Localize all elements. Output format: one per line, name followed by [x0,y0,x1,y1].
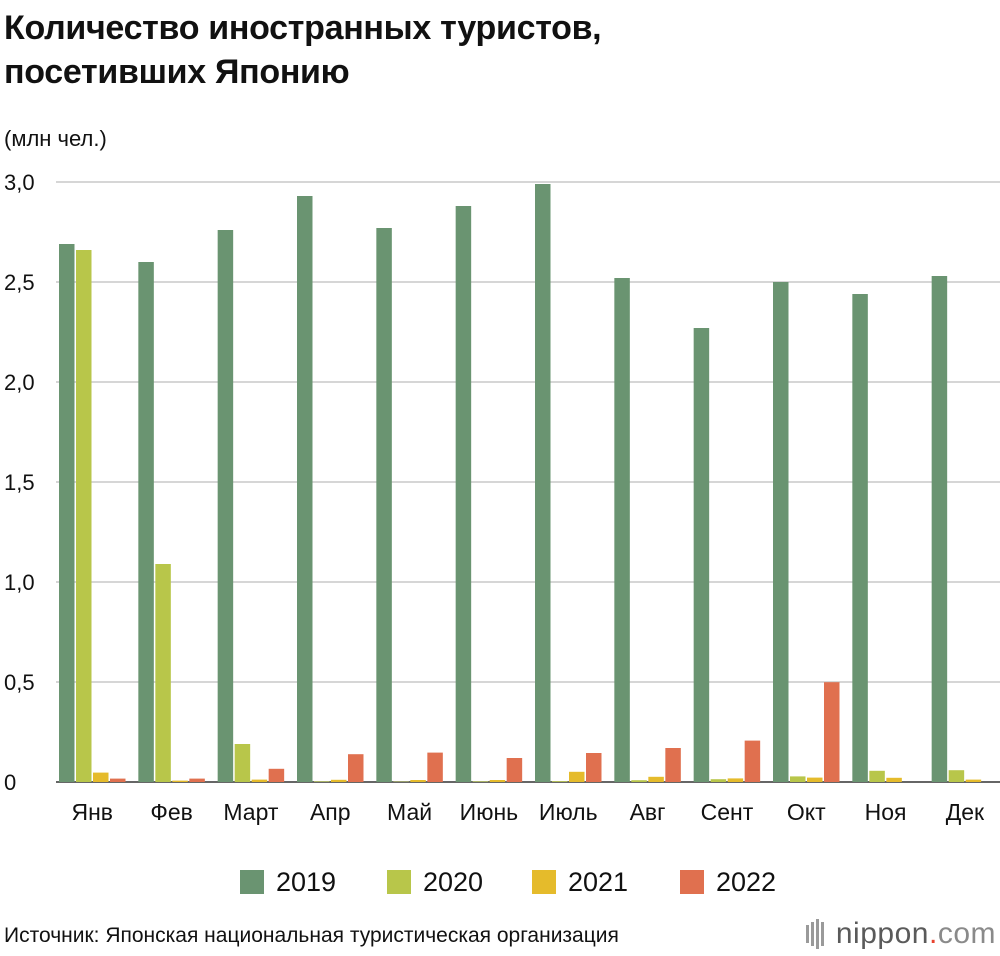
bar-2022-Сент [744,740,761,782]
chart-title-line-2: посетивших Японию [4,53,350,91]
logo-wordmark: nippon.com [836,917,996,951]
bar-2022-Март [268,768,285,782]
bar-2019-Сент [693,328,710,782]
chart-title-line-1: Количество иностранных туристов, [4,9,602,47]
legend-item-2019: 2019 [240,862,336,902]
bar-2020-Янв [76,250,92,782]
bar-2020-Сент [710,779,727,782]
bar-2020-Июнь [472,781,489,782]
bar-2021-Окт [807,777,823,782]
legend-item-2022: 2022 [680,862,776,902]
bar-2019-Дек [931,276,948,782]
legend-swatch [680,870,704,894]
bar-2022-Май [427,752,443,782]
bar-2021-Март [251,779,268,782]
y-tick-label: 1,0 [4,570,35,595]
x-tick-label: Фев [150,799,193,825]
bar-2019-Авг [614,278,630,782]
legend-label: 2022 [716,866,777,897]
y-tick-label: 2,5 [4,270,35,295]
y-tick-label: 3,0 [4,170,35,195]
logo-suffix: com [937,917,996,950]
bar-2020-Окт [790,776,806,782]
bar-2019-Июнь [455,206,472,782]
bar-2020-Апр [314,781,330,782]
bar-2019-Март [217,230,234,782]
legend-item-2021: 2021 [532,862,628,902]
legend-swatch [532,870,556,894]
bar-2021-Май [410,780,426,782]
bar-2021-Ноя [886,777,902,782]
legend-swatch [387,870,411,894]
chart-title: Количество иностранных туристов, посетив… [4,6,602,94]
source-note: Источник: Японская национальная туристич… [4,924,619,947]
bar-2021-Июнь [489,780,506,782]
y-axis-unit-label: (млн чел.) [4,126,107,151]
x-tick-label: Янв [71,799,113,825]
bar-2021-Авг [648,776,664,782]
x-tick-label: Дек [946,799,985,825]
chart-legend: 2019 2020 2021 2022 [0,862,1000,902]
legend-item-2020: 2020 [387,862,483,902]
legend-label: 2020 [423,866,484,897]
x-tick-label: Апр [310,799,351,825]
x-tick-label: Окт [787,799,826,825]
bar-2022-Июнь [506,758,523,782]
bar-2019-Июль [535,184,551,782]
bar-2019-Окт [773,282,789,782]
legend-swatch [240,870,264,894]
bar-2020-Ноя [869,770,885,782]
bar-2022-Окт [824,682,840,782]
y-tick-label: 2,0 [4,370,35,395]
bar-2019-Янв [59,244,75,782]
x-tick-label: Июнь [460,799,518,825]
bar-2022-Апр [348,754,364,782]
nippon-logo-icon [805,919,824,949]
x-tick-label: Сент [701,799,754,825]
logo-dot: . [928,917,938,950]
bar-2021-Янв [93,772,109,782]
y-tick-label: 0 [4,770,16,795]
logo-name: nippon [835,917,929,950]
x-tick-label: Март [223,799,278,825]
bar-2019-Май [376,228,392,782]
bar-2021-Апр [331,779,347,782]
bar-2021-Сент [727,778,744,782]
x-tick-label: Ноя [865,799,907,825]
bar-2020-Дек [948,770,965,782]
bar-2022-Авг [665,748,681,782]
y-tick-label: 1,5 [4,470,35,495]
bar-2022-Июль [586,753,602,782]
bar-2019-Ноя [852,294,868,782]
x-tick-label: Авг [630,799,666,825]
bar-2022-Янв [110,778,126,782]
nippon-com-logo: nippon.com [804,916,996,952]
bar-2021-Фев [172,780,188,782]
bar-2020-Июль [552,781,568,782]
legend-label: 2021 [568,866,629,897]
bar-2019-Фев [138,262,154,782]
bar-2019-Апр [297,196,313,782]
bar-2021-Дек [965,779,982,782]
y-tick-label: 0,5 [4,670,35,695]
x-tick-label: Июль [539,799,598,825]
legend-label: 2019 [276,866,337,897]
x-tick-label: Май [387,799,432,825]
bar-2021-Июль [569,771,585,782]
bar-2020-Март [234,744,251,782]
bar-2020-Авг [631,780,647,782]
bar-2020-Фев [155,564,171,782]
bar-chart: 0 0,5 1,0 1,5 2,0 2,5 3,0 Янв Фев Март Апр Май Июнь И… [4,170,1000,825]
bar-2022-Фев [189,778,205,782]
